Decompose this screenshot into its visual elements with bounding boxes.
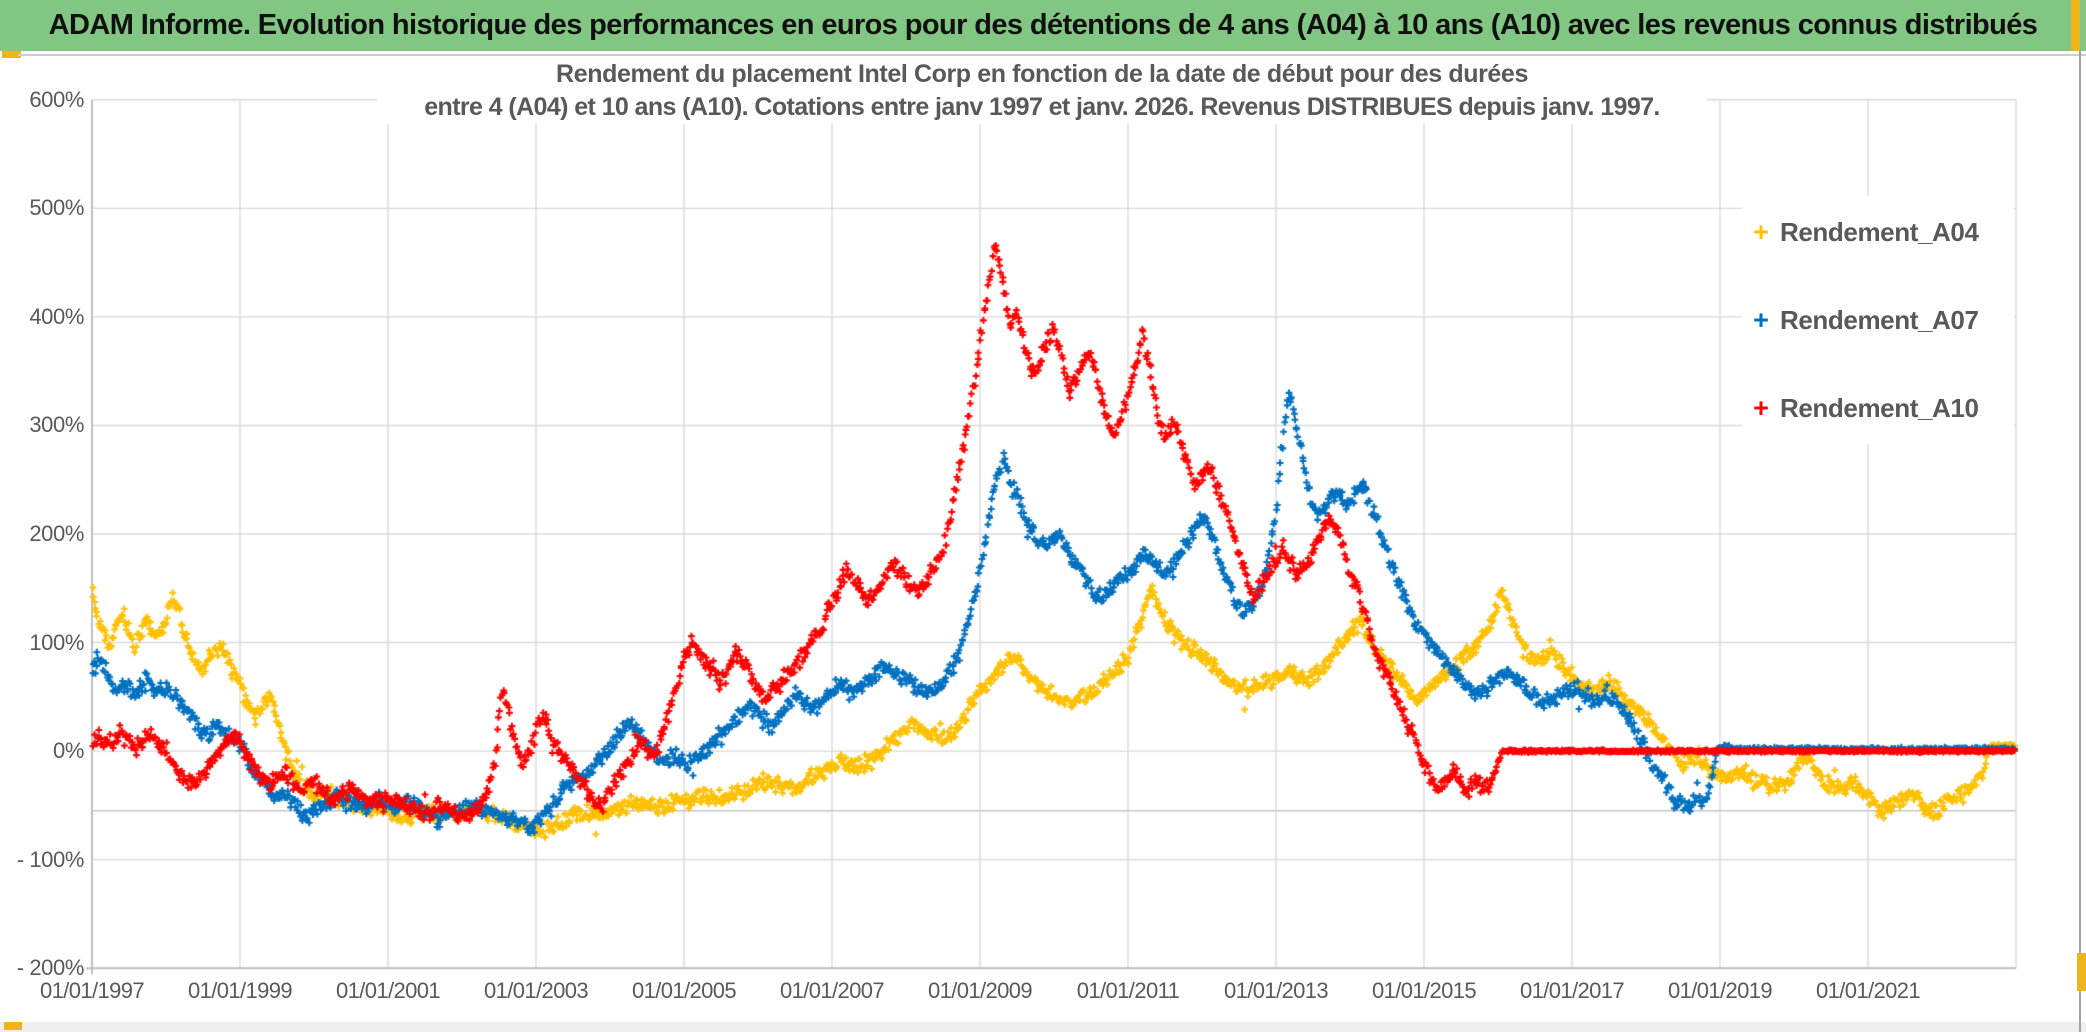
x-tick-label: 01/01/2019 (1667, 978, 1773, 1003)
x-tick-label: 01/01/2013 (1223, 978, 1329, 1003)
x-tick-label: 01/01/2007 (779, 978, 885, 1003)
y-tick-label: 300% (29, 412, 84, 438)
legend-label: Rendement_A10 (1780, 392, 1979, 423)
y-tick-label: 500% (29, 195, 84, 221)
plus-marker-icon: + (1753, 216, 1769, 247)
x-tick-label: 01/01/2021 (1815, 978, 1921, 1003)
legend-item: + Rendement_A10 (1742, 380, 2014, 436)
plus-marker-icon: + (1753, 304, 1769, 335)
legend-label: Rendement_A04 (1780, 216, 1979, 247)
x-tick-label: 01/01/2001 (335, 978, 441, 1003)
x-tick-label: 01/01/2015 (1371, 978, 1477, 1003)
chart-title: Rendement du placement Intel Corp en fon… (377, 58, 1707, 124)
x-tick-label: 01/01/2005 (631, 978, 737, 1003)
y-tick-label: - 100% (16, 846, 85, 872)
x-tick-label: 01/01/2011 (1076, 978, 1180, 1003)
y-tick-label: - 200% (16, 955, 85, 981)
chart-title-line1: Rendement du placement Intel Corp en fon… (556, 60, 1528, 88)
y-tick-label: 0% (53, 738, 84, 764)
x-tick-label: 01/01/2009 (927, 978, 1033, 1003)
x-tick-label: 01/01/1997 (39, 978, 145, 1003)
chart-legend: + Rendement_A04 + Rendement_A07 + Rendement_A… (1742, 196, 2014, 444)
y-tick-label: 100% (29, 629, 84, 655)
chart-title-line2: entre 4 (A04) et 10 ans (A10). Cotations… (424, 93, 1660, 121)
y-tick-label: 200% (29, 521, 84, 546)
y-tick-label: 600% (29, 86, 84, 112)
legend-item: + Rendement_A04 (1742, 204, 2014, 260)
x-tick-label: 01/01/2017 (1519, 978, 1625, 1003)
plus-marker-icon: + (1753, 392, 1769, 423)
legend-item: + Rendement_A07 (1742, 292, 2014, 348)
x-tick-label: 01/01/2003 (483, 978, 589, 1003)
legend-label: Rendement_A07 (1780, 304, 1979, 335)
y-tick-label: 400% (29, 303, 84, 329)
x-tick-label: 01/01/1999 (187, 978, 293, 1003)
